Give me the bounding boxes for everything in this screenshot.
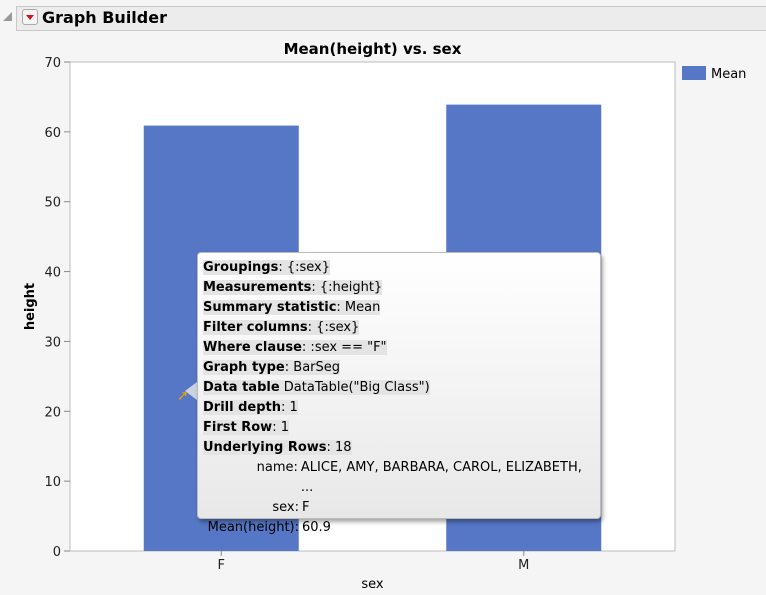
tooltip-value: : 18 bbox=[326, 440, 352, 455]
y-tick-label: 50 bbox=[44, 196, 61, 211]
x-tick-label: M bbox=[518, 558, 529, 573]
tooltip-key: Where clause bbox=[203, 340, 302, 355]
y-tick-label: 40 bbox=[44, 266, 61, 281]
tooltip-line: Underlying Rows: 18 bbox=[203, 438, 595, 458]
tooltip-line: Summary statistic: Mean bbox=[203, 298, 595, 318]
tooltip-field: name: ALICE, AMY, BARBARA, CAROL, ELIZABE… bbox=[203, 458, 595, 498]
tooltip-value: : 1 bbox=[272, 420, 289, 435]
tooltip-key: Data table bbox=[203, 380, 280, 395]
tooltip-line: Where clause: :sex == "F" bbox=[203, 338, 595, 358]
y-tick-label: 10 bbox=[44, 475, 61, 490]
tooltip-value: : BarSeg bbox=[284, 360, 341, 375]
red-triangle-menu-button[interactable] bbox=[22, 9, 38, 25]
tooltip-field: sex: F bbox=[203, 498, 595, 518]
tooltip-line: Measurements: {:height} bbox=[203, 278, 595, 298]
tooltip-line: Drill depth: 1 bbox=[203, 398, 595, 418]
x-tick-label: F bbox=[218, 558, 225, 573]
y-axis-label: height bbox=[23, 283, 38, 330]
legend-swatch bbox=[682, 66, 706, 80]
tooltip-line: Graph type: BarSeg bbox=[203, 358, 595, 378]
hover-tooltip: Groupings: {:sex} Measurements: {:height}… bbox=[197, 252, 601, 535]
tooltip-key: Groupings bbox=[203, 260, 279, 275]
tooltip-line: First Row: 1 bbox=[203, 418, 595, 438]
tooltip-line: Filter columns: {:sex} bbox=[203, 318, 595, 338]
tooltip-key: Graph type bbox=[203, 360, 285, 375]
tooltip-field-key: sex: bbox=[272, 500, 299, 515]
tooltip-value: : 1 bbox=[281, 400, 298, 415]
outline-header bbox=[16, 6, 766, 31]
tooltip-value: : {:sex} bbox=[307, 320, 360, 335]
y-tick-label: 30 bbox=[44, 335, 61, 350]
tooltip-field-value: ALICE, AMY, BARBARA, CAROL, ELIZABETH, .… bbox=[300, 460, 582, 495]
tooltip-key: Summary statistic bbox=[203, 300, 337, 315]
tooltip-value: DataTable("Big Class") bbox=[279, 380, 430, 395]
tooltip-key: Filter columns bbox=[203, 320, 308, 335]
x-axis-label: sex bbox=[361, 577, 384, 592]
tooltip-value: : Mean bbox=[336, 300, 381, 315]
tooltip-line: Groupings: {:sex} bbox=[203, 258, 595, 278]
cursor-icon: ➚ bbox=[177, 388, 189, 404]
tooltip-value: : :sex == "F" bbox=[301, 340, 387, 355]
window-title: Graph Builder bbox=[42, 8, 167, 27]
tooltip-pointer bbox=[185, 382, 197, 400]
y-tick-label: 0 bbox=[53, 545, 61, 560]
tooltip-value: : {:height} bbox=[311, 280, 383, 295]
tooltip-field-value: 60.9 bbox=[302, 520, 331, 535]
tooltip-value: : {:sex} bbox=[278, 260, 330, 275]
chart-title: Mean(height) vs. sex bbox=[284, 40, 462, 58]
tooltip-field: Mean(height): 60.9 bbox=[203, 518, 595, 538]
legend-label: Mean bbox=[711, 67, 746, 82]
tooltip-key: Measurements bbox=[203, 280, 312, 295]
y-tick-label: 70 bbox=[44, 56, 61, 71]
y-tick-label: 20 bbox=[44, 405, 61, 420]
tooltip-key: Underlying Rows bbox=[203, 440, 327, 455]
tooltip-key: Drill depth bbox=[203, 400, 281, 415]
outline-disclosure-icon[interactable] bbox=[3, 12, 12, 21]
tooltip-line: Data table DataTable("Big Class") bbox=[203, 378, 595, 398]
y-tick-label: 60 bbox=[44, 126, 61, 141]
tooltip-field-value: F bbox=[302, 500, 310, 515]
tooltip-field-key: Mean(height): bbox=[207, 520, 299, 535]
tooltip-key: First Row bbox=[203, 420, 273, 435]
tooltip-field-key: name: bbox=[256, 460, 298, 475]
